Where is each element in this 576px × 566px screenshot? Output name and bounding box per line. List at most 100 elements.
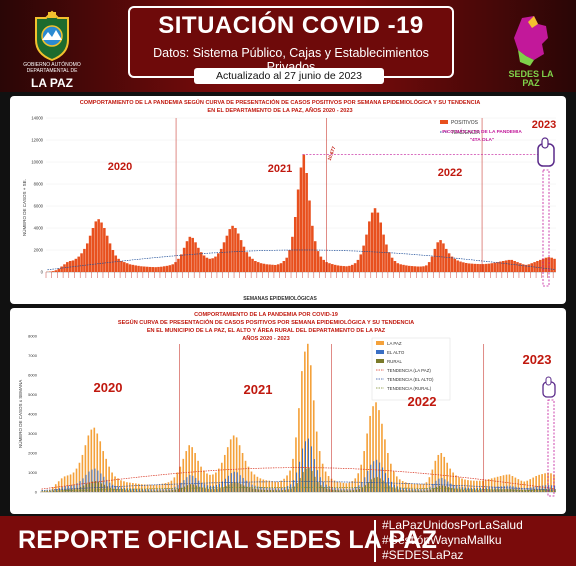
chart2-bar-rural [172,490,174,492]
left-logo-place: LA PAZ [31,76,73,90]
chart2-bar-lapaz [315,431,318,492]
chart1-bar [496,262,499,272]
chart2-bar-rural [332,489,334,492]
chart2-bar-lapaz [69,474,72,492]
chart2-bar-rural [397,489,399,492]
chart2-bar-lapaz [437,454,440,492]
chart1-bar [174,262,177,272]
chart2-bar-rural [379,478,381,492]
chart2-bar-elalto [293,480,295,492]
chart2-bar-elalto [135,488,137,492]
chart2-bar-elalto [307,438,309,492]
chart2-bar-elalto [272,488,274,492]
chart1-bar [85,243,89,272]
chart1-bar [482,264,485,272]
chart2-bar-elalto [49,491,51,492]
hashtag-3: #SEDESLaPaz [382,548,464,562]
chart2-bar-lapaz [229,439,232,492]
legend-swatch-rural [376,359,384,363]
chart2-bar-rural [175,489,177,492]
chart2-bar-rural [477,490,479,492]
chart2-bar-rural [495,489,497,492]
chart2-bar-elalto [183,480,185,492]
chart2-ytick-label: 6000 [28,373,38,378]
legend-label-elalto: EL ALTO [387,350,405,355]
chart2-bar-rural [275,490,277,492]
chart2-bar-rural [376,477,378,492]
chart2-bar-elalto [479,487,481,492]
chart2-bar-elalto [497,486,499,492]
chart2-axes: 0 1000 2000 3000 4000 5000 6000 7000 8000 [28,334,556,495]
chart2-bar-elalto [201,482,203,492]
chart1-bar [154,267,157,272]
chart2-bar-lapaz [431,469,434,492]
pointing-hand-icon [537,137,555,167]
chart2-bar-elalto [254,485,256,492]
chart2-bar-lapaz [517,479,520,492]
chart2-bar-lapaz [413,483,416,492]
chart1-bar [331,264,334,272]
chart2-bar-elalto [150,489,152,492]
chart1-bar [114,255,118,272]
chart2-bar-rural [118,489,120,492]
footer-banner [0,516,576,566]
chart1-ylabel: NÚMERO DE CASOS + SE. [21,179,27,236]
chart2-bar-rural [106,486,108,492]
chart2-trend-lapaz [41,467,555,490]
chart1-bar [105,235,109,272]
chart2-bar-rural [341,490,343,492]
chart2-bar-lapaz [134,483,137,492]
chart2-bar-rural [154,490,156,492]
chart2-bar-lapaz [218,468,220,492]
chart2-bar-rural [513,489,515,492]
chart2-bar-lapaz [238,445,241,492]
chart1-bar [385,244,388,272]
chart2-bar-lapaz [493,477,496,492]
chart2-bar-elalto [216,484,218,492]
chart2-bar-elalto [539,485,541,492]
chart1-bar [356,259,360,272]
chart2-bar-rural [459,489,461,492]
chart2-bar-elalto [509,485,511,492]
chart2-ytick-label: 5000 [28,392,38,397]
chart2-bar-elalto [512,486,514,492]
chart2-bar-lapaz [158,484,161,492]
chart1-bars [46,154,556,272]
chart1-bar [271,264,274,272]
chart2-bar-rural [267,490,269,492]
chart1-bar [219,248,223,272]
chart2-bar-rural [542,489,544,492]
chart2-bar-lapaz [434,460,437,492]
chart1-bar [120,261,123,272]
chart2-bar-rural [361,487,363,492]
chart1-bar [527,264,531,272]
chart2-bar-elalto [141,489,143,492]
chart2-bar-lapaz [132,483,134,492]
chart1-bar [376,212,380,272]
chart2-ytick-label: 8000 [28,334,38,339]
chart2-bar-rural [269,490,272,492]
chart1-bar [211,258,214,272]
chart1-bar [254,261,257,272]
chart1-bar [63,264,66,272]
chart1-bar [413,266,417,272]
chart2-bar-lapaz [298,408,300,492]
chart1-bar [350,264,354,272]
chart2-bar-rural [83,485,85,492]
chart2-bar-elalto [411,488,413,492]
chart2-bar-rural [302,471,304,492]
chart1-bar [322,259,326,272]
chart1-bar [208,258,212,272]
chart2-bar-lapaz [126,482,128,492]
chart2-bar-elalto [153,489,155,492]
chart2-bar-rural [148,490,150,492]
chart1-bar [262,263,266,272]
chart1-bar [313,241,317,272]
footer-title: REPORTE OFICIAL SEDES LA PAZ [18,526,438,554]
chart2-bar-lapaz [419,484,422,492]
chart1-bar [348,265,351,272]
chart2-bar-lapaz [410,483,413,492]
chart2-bar-elalto [233,471,235,492]
chart2-bar-lapaz [197,460,199,492]
chart2-bar-lapaz [164,483,167,492]
